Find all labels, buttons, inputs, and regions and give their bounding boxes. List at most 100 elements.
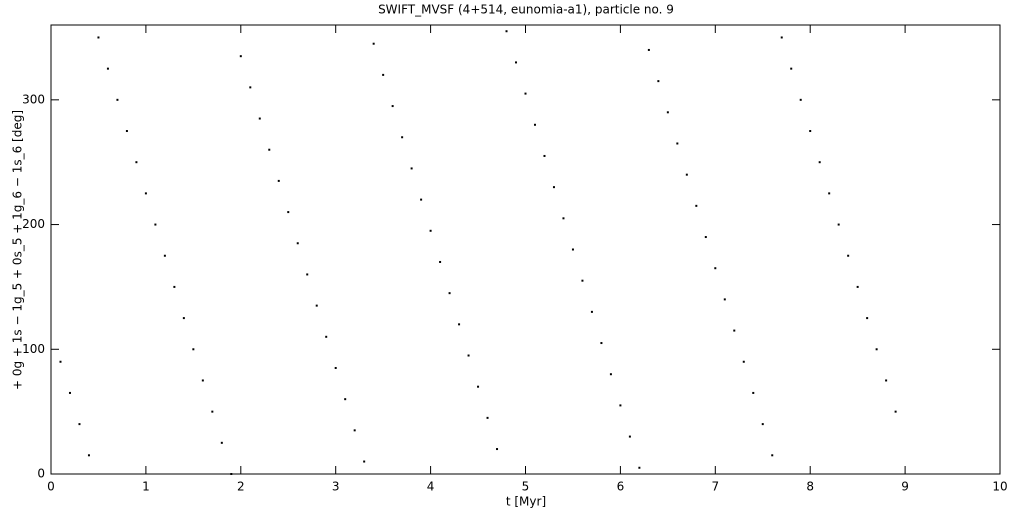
point [714, 267, 717, 270]
point [761, 423, 764, 426]
point [723, 298, 726, 301]
point [315, 304, 318, 307]
point [818, 161, 821, 164]
plot-frame [50, 24, 1001, 475]
point [562, 217, 565, 220]
point [458, 323, 461, 326]
point [866, 317, 869, 320]
point [628, 435, 631, 438]
point [154, 223, 157, 226]
point [666, 111, 669, 114]
y-tick-label: 100 [22, 342, 45, 356]
x-tick-label: 2 [237, 480, 245, 494]
point [676, 142, 679, 145]
point [647, 48, 650, 51]
point [144, 192, 147, 195]
point [401, 136, 404, 139]
point [515, 61, 518, 64]
x-tick-label: 7 [711, 480, 719, 494]
point [268, 148, 271, 151]
point [524, 92, 527, 95]
point [287, 211, 290, 214]
point [201, 379, 204, 382]
point [590, 310, 593, 313]
point [486, 416, 489, 419]
point [780, 36, 783, 39]
point [306, 273, 309, 276]
point [382, 73, 385, 76]
point [97, 36, 100, 39]
point [192, 348, 195, 351]
x-tick-label: 10 [992, 480, 1007, 494]
point [894, 410, 897, 413]
point [496, 448, 499, 451]
point [742, 360, 745, 363]
point [116, 98, 119, 101]
point [249, 86, 252, 89]
point [125, 130, 128, 133]
point [704, 236, 707, 239]
point [600, 342, 603, 345]
point [296, 242, 299, 245]
point [239, 55, 242, 58]
point [619, 404, 622, 407]
x-tick-label: 1 [142, 480, 150, 494]
point [420, 198, 423, 201]
point [837, 223, 840, 226]
point [106, 67, 109, 70]
point [211, 410, 214, 413]
point [59, 360, 62, 363]
point [78, 423, 81, 426]
y-tick-label: 300 [22, 92, 45, 106]
point [429, 229, 432, 232]
point [552, 186, 555, 189]
point [533, 123, 536, 126]
x-tick-label: 4 [427, 480, 435, 494]
point [657, 80, 660, 83]
point [477, 385, 480, 388]
point [344, 398, 347, 401]
point [571, 248, 574, 251]
point [505, 30, 508, 33]
x-tick-label: 8 [806, 480, 814, 494]
point [885, 379, 888, 382]
point [182, 317, 185, 320]
x-tick-label: 5 [522, 480, 530, 494]
point [685, 173, 688, 176]
point [875, 348, 878, 351]
point [809, 130, 812, 133]
point [638, 466, 641, 469]
point [828, 192, 831, 195]
point [581, 279, 584, 282]
point [448, 292, 451, 295]
point [790, 67, 793, 70]
point [173, 285, 176, 288]
point [733, 329, 736, 332]
point [799, 98, 802, 101]
point [543, 154, 546, 157]
point [135, 161, 138, 164]
x-tick-label: 6 [617, 480, 625, 494]
x-axis-label: t [Myr] [506, 495, 546, 509]
point [277, 179, 280, 182]
point [856, 285, 859, 288]
point [325, 335, 328, 338]
point [467, 354, 470, 357]
point [334, 366, 337, 369]
point [87, 454, 90, 457]
point [439, 260, 442, 263]
x-tick-label: 3 [332, 480, 340, 494]
point [230, 473, 233, 475]
point [771, 454, 774, 457]
point [363, 460, 366, 463]
y-axis-label: + 0g + 1s − 1g_5 + 0s_5 + 1g_6 − 1s_6 [d… [11, 110, 25, 390]
point [695, 204, 698, 207]
point [163, 254, 166, 257]
y-tick-label: 0 [37, 467, 45, 481]
chart-title: SWIFT_MVSF (4+514, eunomia-a1), particle… [378, 3, 674, 17]
point [372, 42, 375, 45]
point [353, 429, 356, 432]
y-tick-label: 200 [22, 217, 45, 231]
